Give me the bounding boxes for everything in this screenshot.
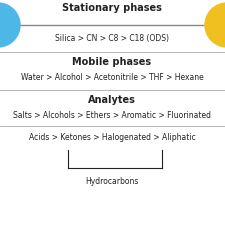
Circle shape	[0, 3, 20, 47]
Text: Water > Alcohol > Acetonitrile > THF > Hexane: Water > Alcohol > Acetonitrile > THF > H…	[21, 74, 203, 83]
Text: Stationary phases: Stationary phases	[62, 3, 162, 13]
Text: Analytes: Analytes	[88, 95, 136, 105]
Circle shape	[205, 3, 225, 47]
Text: Silica > CN > C8 > C18 (ODS): Silica > CN > C8 > C18 (ODS)	[55, 34, 169, 43]
Text: Hydrocarbons: Hydrocarbons	[85, 178, 139, 187]
Text: Salts > Alcohols > Ethers > Aromatic > Fluorinated: Salts > Alcohols > Ethers > Aromatic > F…	[13, 112, 211, 121]
Text: Mobile phases: Mobile phases	[72, 57, 152, 67]
Text: Acids > Ketones > Halogenated > Aliphatic: Acids > Ketones > Halogenated > Aliphati…	[29, 133, 195, 142]
